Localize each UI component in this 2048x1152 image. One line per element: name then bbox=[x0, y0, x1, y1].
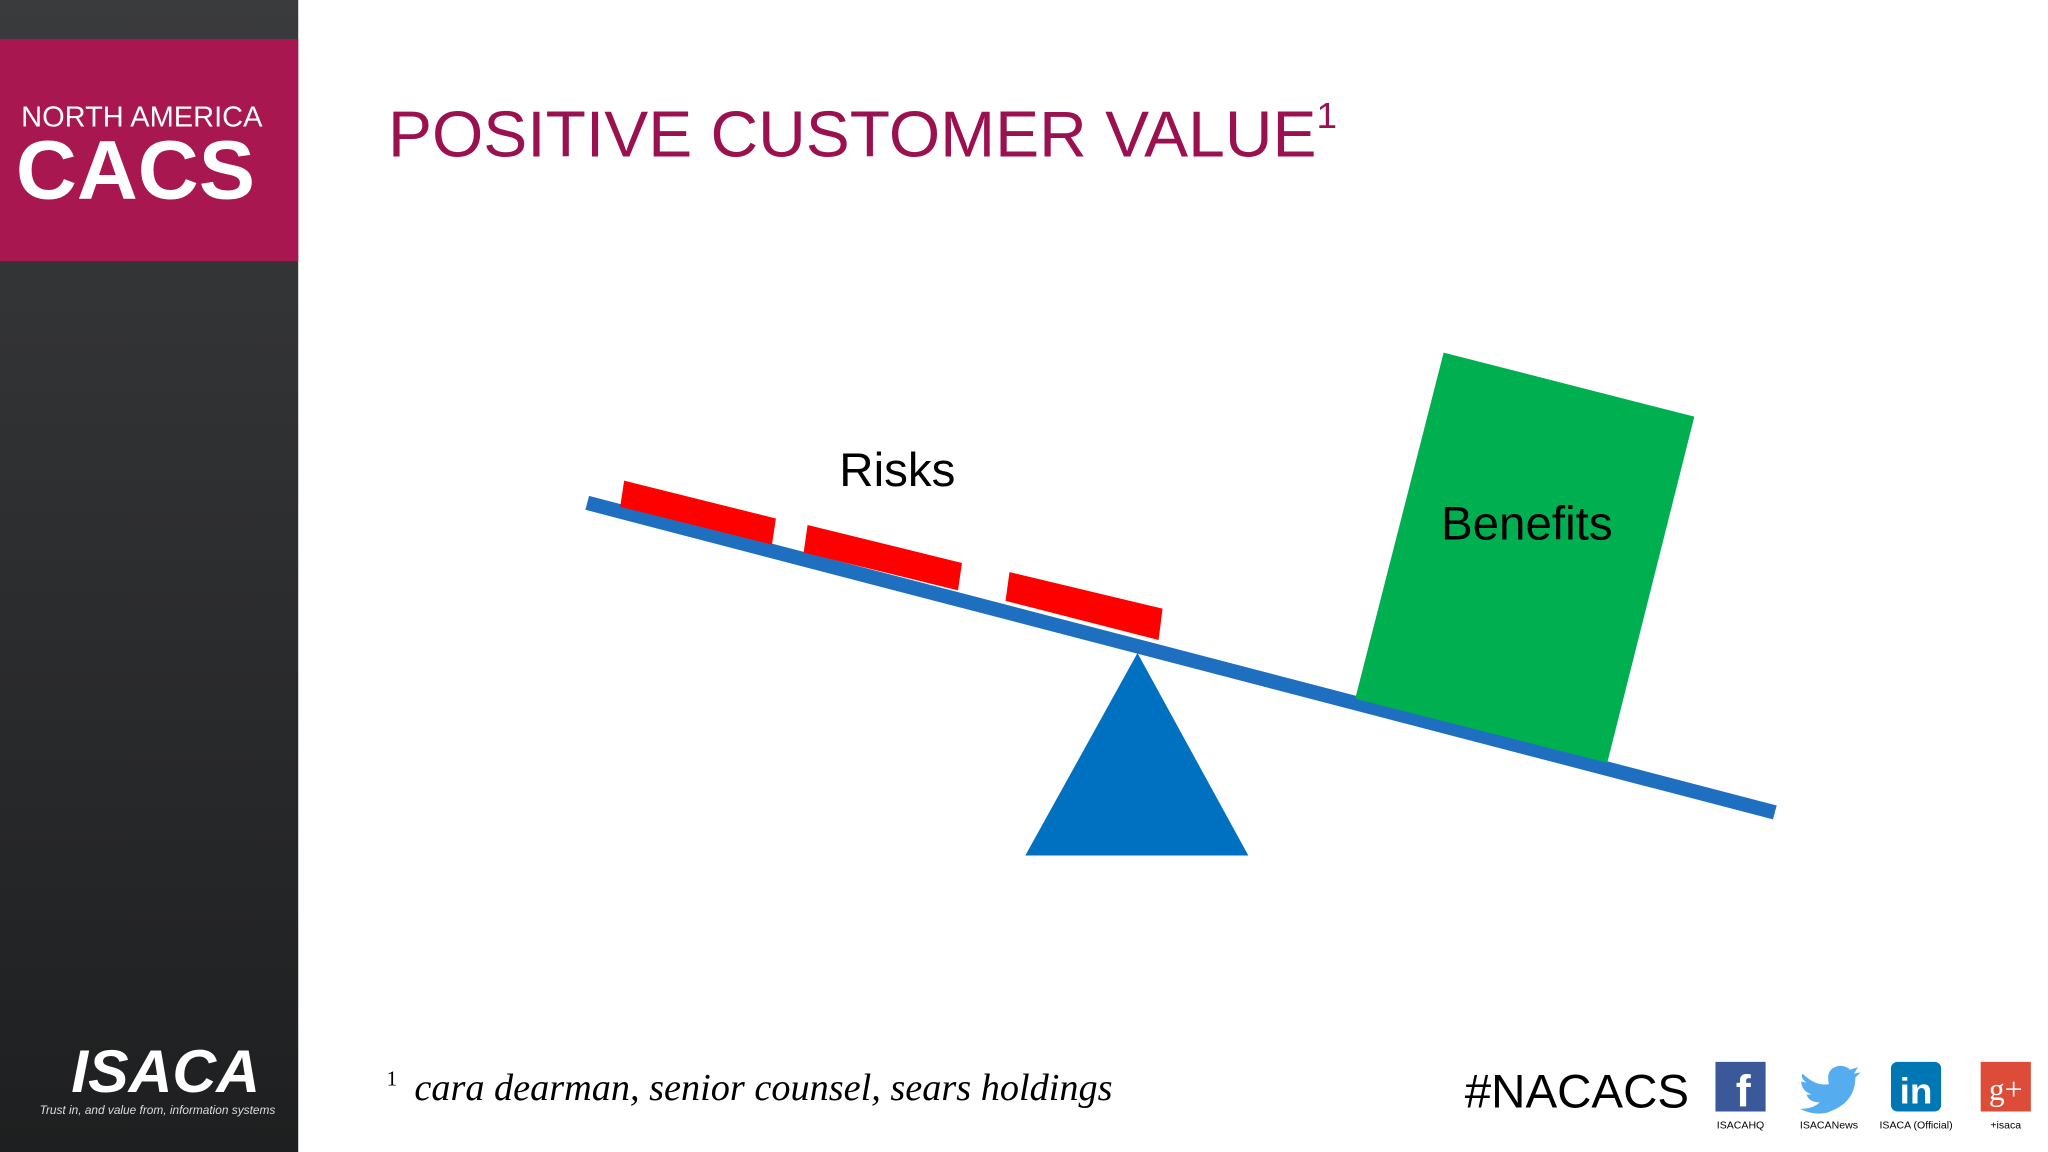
isaca-logo: ISACA bbox=[71, 1037, 260, 1105]
footnote-marker: 1 bbox=[387, 1066, 398, 1090]
gplus-icon[interactable] bbox=[1980, 1061, 2031, 1112]
footnote-text: cara dearman, senior counsel, sears hold… bbox=[414, 1067, 1112, 1109]
twitter-icon[interactable] bbox=[1799, 1065, 1861, 1114]
risk-block bbox=[620, 480, 776, 545]
brand-top: NORTH AMERICA bbox=[21, 102, 263, 134]
gplus-glyph: g+ bbox=[1989, 1072, 2023, 1107]
title-sup: 1 bbox=[1316, 95, 1337, 136]
social-label: ISACAHQ bbox=[1717, 1120, 1765, 1132]
fulcrum bbox=[1025, 653, 1249, 856]
risk-block bbox=[1005, 572, 1163, 640]
benefits-label: Benefits bbox=[1441, 498, 1613, 551]
linkedin-icon[interactable] bbox=[1890, 1061, 1942, 1112]
title-text: POSITIVE CUSTOMER VALUE bbox=[388, 98, 1317, 171]
brand-main: CACS bbox=[16, 123, 255, 217]
risks-label: Risks bbox=[839, 444, 955, 497]
facebook-glyph: f bbox=[1736, 1067, 1751, 1116]
benefit-block bbox=[1355, 352, 1695, 763]
brand-block bbox=[0, 39, 299, 262]
risk-block bbox=[803, 525, 962, 591]
tagline: Trust in, and value from, information sy… bbox=[40, 1103, 276, 1117]
slide-title: POSITIVE CUSTOMER VALUE1 bbox=[388, 95, 1337, 170]
social-label: +isaca bbox=[1990, 1120, 2021, 1132]
linkedin-glyph: in bbox=[1900, 1071, 1933, 1112]
hashtag: #NACACS bbox=[1465, 1066, 1689, 1119]
social-label: ISACANews bbox=[1800, 1120, 1858, 1132]
seesaw-beam bbox=[585, 495, 1777, 820]
social-icons: f ISACAHQ ISACANews in ISACA (Official) … bbox=[1715, 1061, 2031, 1132]
facebook-icon[interactable] bbox=[1715, 1061, 1766, 1112]
social-label: ISACA (Official) bbox=[1879, 1120, 1952, 1132]
